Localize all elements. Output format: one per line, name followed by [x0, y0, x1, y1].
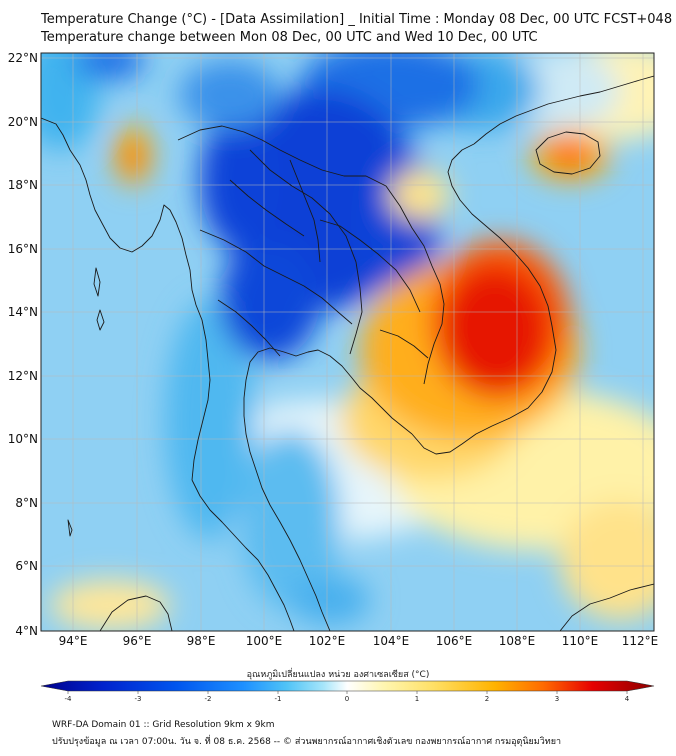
colorbar-tick-label: -1 — [275, 695, 282, 703]
lon-tick-label: 108°E — [499, 634, 536, 648]
lat-tick-label: 12°N — [8, 369, 38, 383]
latitude-axis: 22°N 20°N 18°N 16°N 14°N 12°N 10°N 8°N 6… — [8, 51, 38, 638]
update-credit: ปรับปรุงข้อมูล ณ เวลา 07:00น. วัน จ. ที่… — [52, 737, 562, 747]
lat-tick-label: 20°N — [8, 115, 38, 129]
lat-tick-label: 22°N — [8, 51, 38, 65]
lat-tick-label: 4°N — [15, 624, 38, 638]
colorbar-tick-label: 2 — [485, 695, 489, 703]
lat-tick-label: 6°N — [15, 559, 38, 573]
map-subtitle: Temperature change between Mon 08 Dec, 0… — [41, 30, 538, 45]
colorbar-tick-label: -2 — [205, 695, 212, 703]
map-title: Temperature Change (°C) - [Data Assimila… — [41, 12, 673, 27]
lon-tick-label: 96°E — [123, 634, 152, 648]
lat-tick-label: 10°N — [8, 432, 38, 446]
colorbar: -4 -3 -2 -1 0 1 2 3 4 — [40, 680, 655, 703]
colorbar-label: อุณหภูมิเปลี่ยนแปลง หน่วย องศาเซลเซียส (… — [246, 670, 430, 680]
lat-tick-label: 14°N — [8, 305, 38, 319]
lon-tick-label: 94°E — [59, 634, 88, 648]
colorbar-gradient — [40, 680, 655, 692]
colorbar-tick-label: -4 — [65, 695, 73, 703]
model-info: WRF-DA Domain 01 :: Grid Resolution 9km … — [52, 720, 275, 730]
map-gridlines — [41, 53, 654, 631]
lat-tick-label: 16°N — [8, 242, 38, 256]
lon-tick-label: 106°E — [436, 634, 473, 648]
colorbar-tick-label: -3 — [135, 695, 142, 703]
coastlines-borders — [41, 75, 654, 631]
lon-tick-label: 100°E — [246, 634, 283, 648]
lon-tick-label: 102°E — [309, 634, 346, 648]
colorbar-tick-label: 3 — [555, 695, 559, 703]
colorbar-tick-label: 1 — [415, 695, 419, 703]
lon-tick-label: 110°E — [562, 634, 599, 648]
colorbar-tick-label: 4 — [625, 695, 630, 703]
temperature-field — [41, 53, 654, 631]
lon-tick-label: 98°E — [187, 634, 216, 648]
lat-tick-label: 8°N — [15, 496, 38, 510]
map-frame — [40, 52, 655, 632]
lon-tick-label: 104°E — [373, 634, 410, 648]
lat-tick-label: 18°N — [8, 178, 38, 192]
longitude-axis: 94°E 96°E 98°E 100°E 102°E 104°E 106°E 1… — [59, 634, 659, 648]
colorbar-tick-label: 0 — [345, 695, 349, 703]
lon-tick-label: 112°E — [622, 634, 659, 648]
